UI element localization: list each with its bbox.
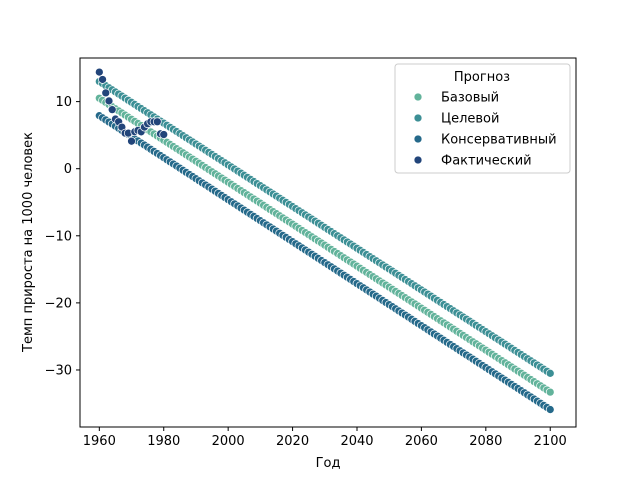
x-tick-label: 1980 [147, 434, 180, 449]
data-point [545, 368, 555, 378]
legend: Прогноз Базовый Целевой Консервативный Факт… [394, 63, 571, 174]
series-group [94, 77, 555, 378]
x-axis-ticks: 1960 1980 2000 2020 2040 2060 2080 2100 [83, 427, 567, 449]
x-axis-label: Год [316, 456, 341, 471]
y-axis-ticks: −30 −20 −10 0 10 [45, 95, 80, 378]
legend-title: Прогноз [454, 70, 510, 85]
legend-marker [413, 155, 423, 165]
legend-marker [413, 92, 423, 102]
data-points [94, 67, 555, 414]
x-tick-label: 2020 [276, 434, 309, 449]
data-point [94, 67, 104, 77]
y-axis-label: Темп прироста на 1000 человек [21, 132, 36, 353]
data-point [545, 387, 555, 397]
data-point [159, 130, 169, 139]
data-point [152, 117, 162, 127]
plot-frame [79, 57, 577, 428]
y-tick-label: 10 [55, 95, 72, 110]
x-tick-label: 2040 [340, 434, 373, 449]
x-tick-label: 2000 [212, 434, 245, 449]
x-tick-label: 2100 [534, 434, 567, 449]
series-group [94, 111, 555, 414]
data-point [107, 105, 117, 115]
legend-marker [413, 134, 423, 144]
y-tick-label: −10 [45, 229, 72, 244]
x-tick-label: 1960 [83, 434, 116, 449]
legend-label: Базовый [441, 91, 499, 106]
legend-label: Целевой [441, 112, 499, 127]
y-tick-label: 0 [64, 162, 72, 177]
data-point [101, 88, 111, 98]
x-tick-label: 2080 [469, 434, 502, 449]
legend-items: Базовый Целевой Консервативный Фактический [413, 91, 557, 169]
y-tick-label: −30 [45, 363, 72, 378]
data-point [545, 405, 555, 414]
y-tick-label: −20 [45, 296, 72, 311]
x-tick-label: 2060 [405, 434, 438, 449]
legend-label: Фактический [441, 154, 532, 169]
data-point [104, 96, 114, 106]
data-point [98, 75, 107, 84]
series-group [94, 67, 169, 146]
legend-label: Консервативный [441, 133, 557, 148]
data-point [127, 136, 136, 146]
legend-box [394, 63, 571, 174]
legend-marker [413, 113, 423, 123]
